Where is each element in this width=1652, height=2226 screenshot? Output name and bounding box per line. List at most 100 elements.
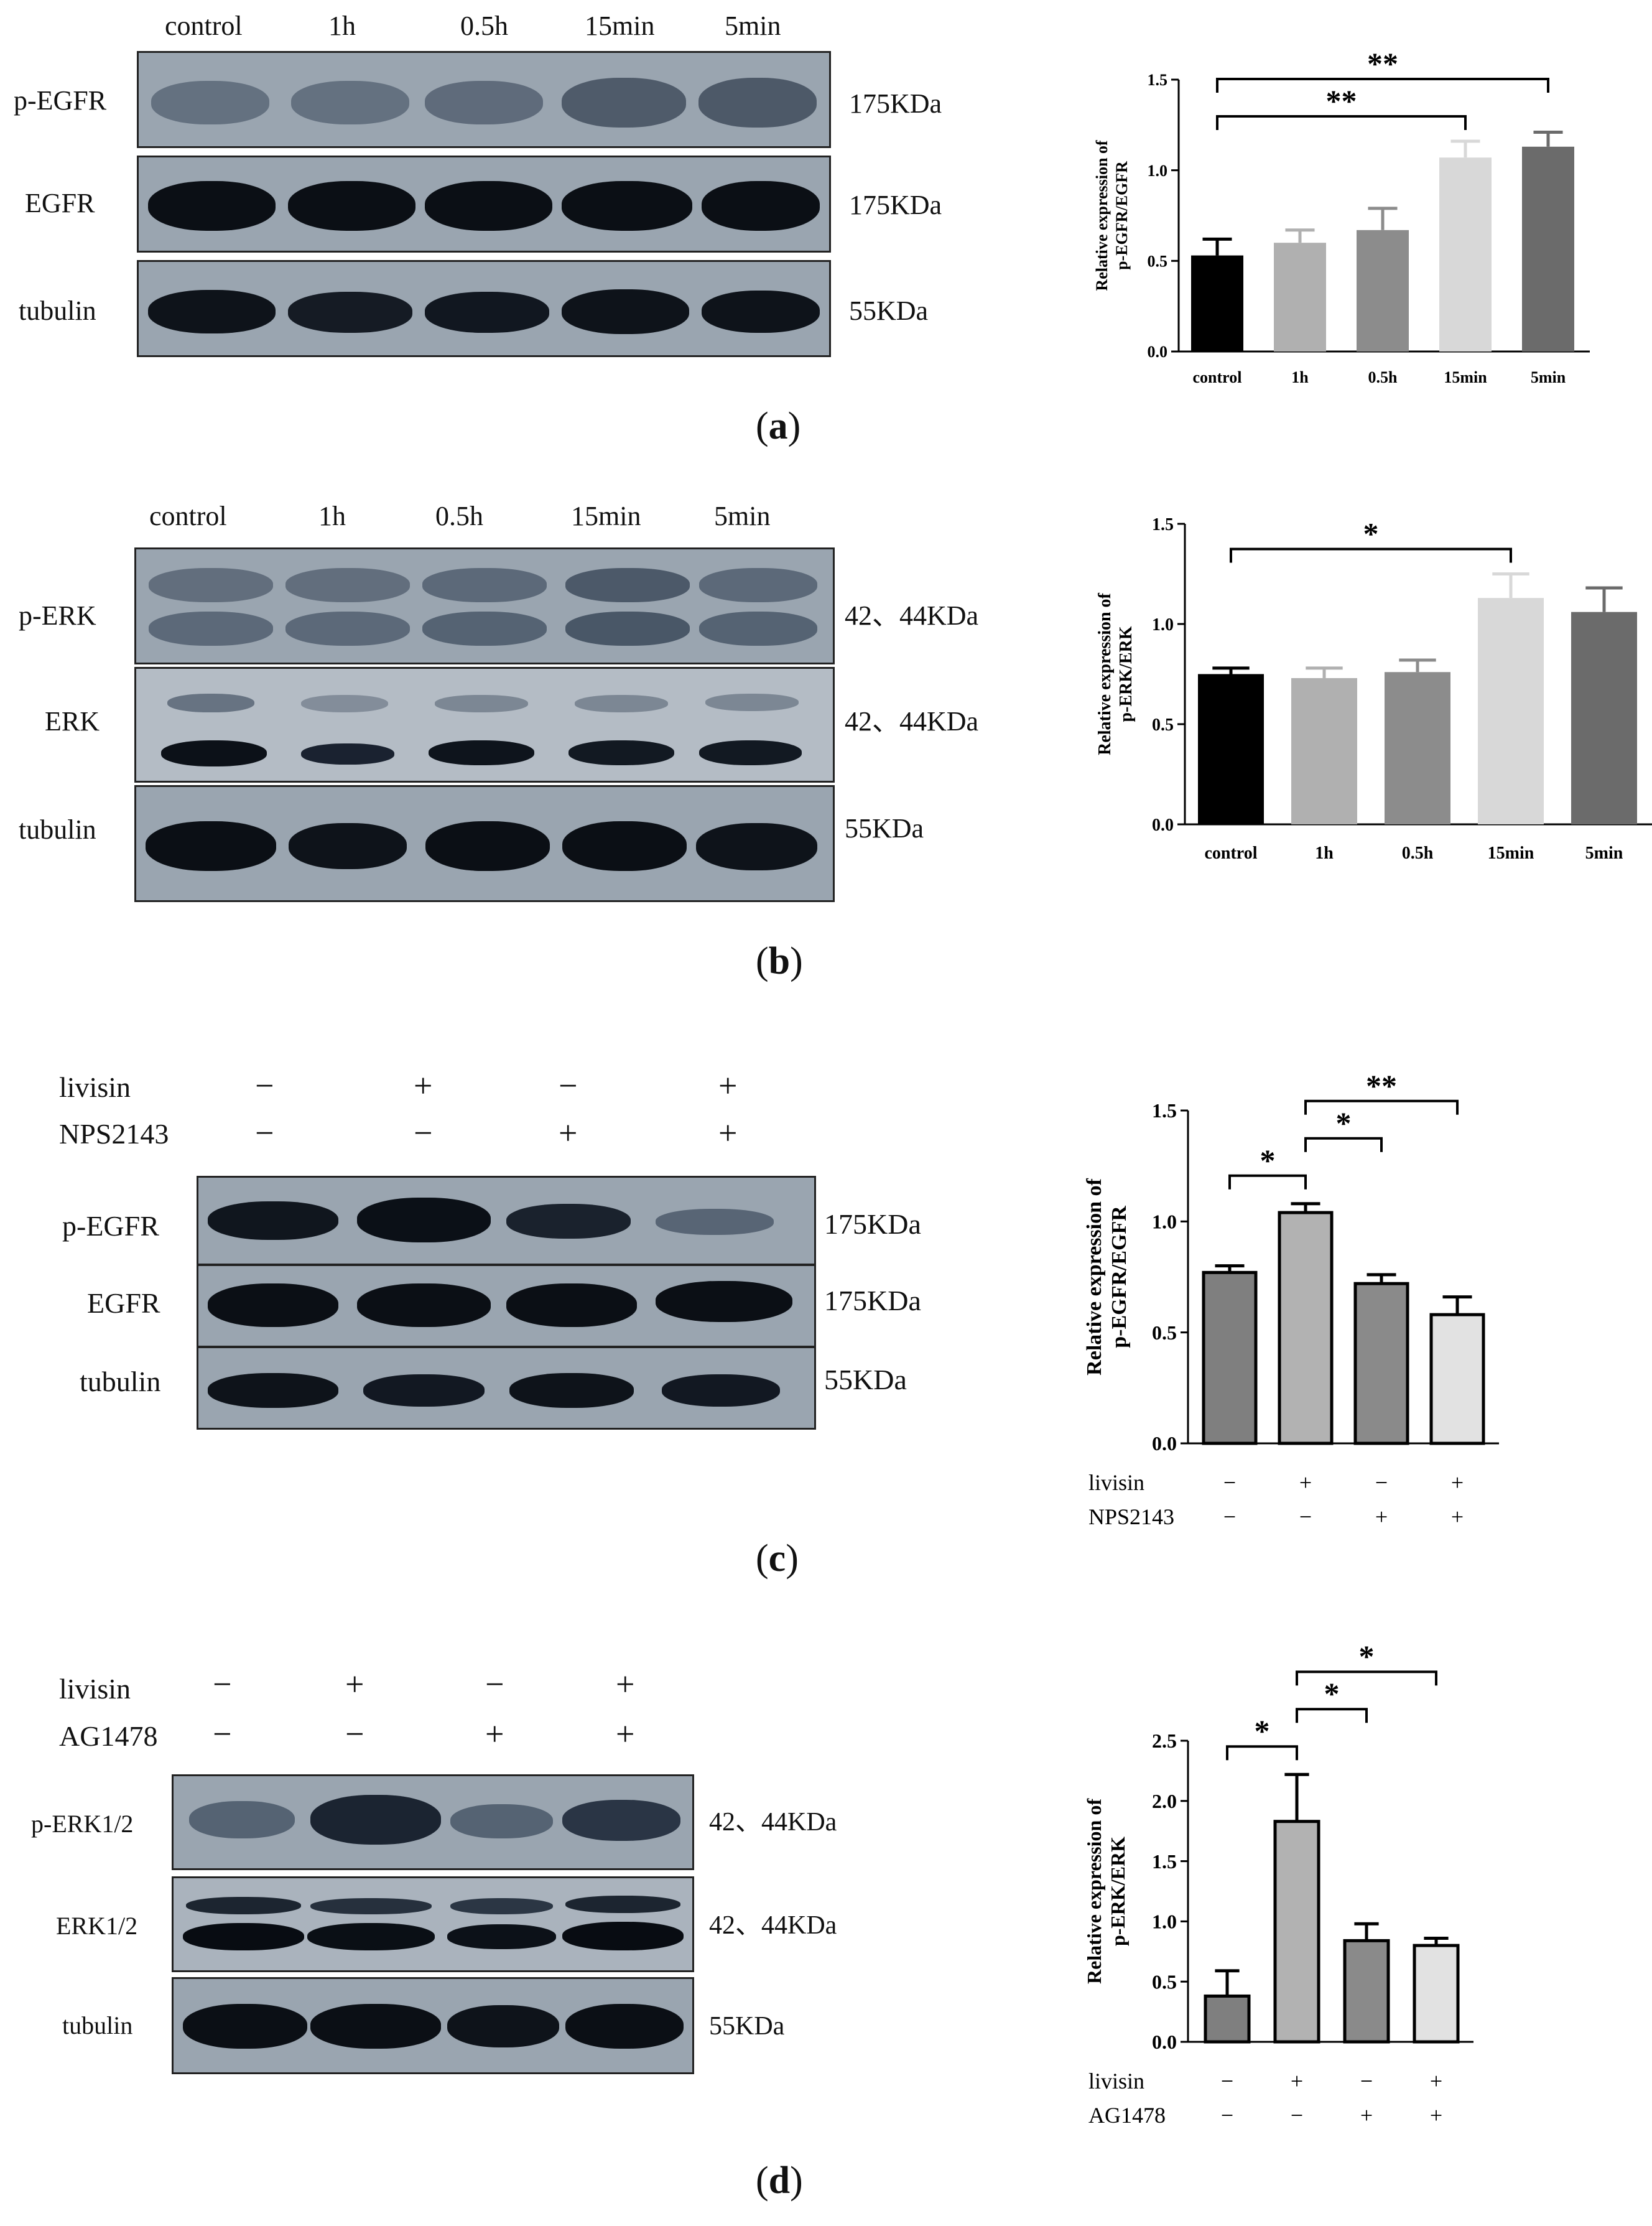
blot-egfr-c <box>197 1264 816 1348</box>
y-tick-label: 2.5 <box>1152 1730 1177 1752</box>
sign-livisin-lane2: + <box>345 1665 364 1703</box>
blot-p-erk-b <box>134 547 835 664</box>
treatment-sign: − <box>1223 1470 1236 1495</box>
size-label-p-erk-b: 42、44KDa <box>845 600 979 631</box>
sign-ag1478-lane1: − <box>213 1715 232 1753</box>
lane-label-0-5h: 0.5h <box>435 501 483 531</box>
y-axis-label: Relative expression of <box>1093 140 1111 291</box>
sign-nps2143-lane2: − <box>414 1114 433 1152</box>
treatment-sign: − <box>1291 2103 1303 2128</box>
y-tick-label: 0.5 <box>1152 1321 1177 1344</box>
size-label-tubulin-b: 55KDa <box>845 813 924 844</box>
bar <box>1191 255 1243 352</box>
bar <box>1291 678 1357 824</box>
lane-label-5min: 5min <box>725 11 781 41</box>
y-tick-label: 0.5 <box>1148 252 1168 270</box>
significance-bracket <box>1230 547 1512 563</box>
x-tick-label: 15min <box>1488 844 1534 863</box>
panel-letter-c: (c) <box>756 1537 799 1580</box>
row-label-p-erk12-d: p-ERK1/2 <box>31 1810 134 1838</box>
significance-label: * <box>1359 1639 1375 1674</box>
treatment-sign: + <box>1451 1504 1464 1529</box>
x-tick-label: 1h <box>1315 844 1334 863</box>
row-label-erk: ERK <box>45 706 100 737</box>
significance-label: ** <box>1326 83 1357 118</box>
treatment-name: AG1478 <box>1088 2103 1166 2128</box>
size-label-erk-b: 42、44KDa <box>845 706 979 737</box>
sign-livisin-lane3: − <box>559 1067 578 1104</box>
y-tick-label: 1.0 <box>1152 615 1174 635</box>
treatment-sign: + <box>1430 2103 1442 2128</box>
x-tick-label: 5min <box>1531 368 1566 386</box>
treatment-sign: + <box>1291 2069 1303 2093</box>
blot-p-egfr-c <box>197 1176 816 1265</box>
significance-bracket <box>1304 1099 1459 1115</box>
y-tick-label: 1.5 <box>1152 1099 1177 1122</box>
size-label-p-egfr-a: 175KDa <box>849 88 942 119</box>
size-label-tubulin-c: 55KDa <box>824 1364 907 1395</box>
y-axis-label: p-ERK/ERK <box>1107 1837 1129 1946</box>
sign-livisin-lane4: + <box>616 1665 635 1703</box>
x-tick-label: control <box>1193 368 1242 386</box>
size-label-tubulin-a: 55KDa <box>849 296 929 326</box>
y-tick-label: 1.5 <box>1152 515 1174 534</box>
treatment-sign: + <box>1360 2103 1373 2128</box>
blot-tubulin-c <box>197 1346 816 1430</box>
significance-label: * <box>1363 516 1379 551</box>
bar <box>1478 598 1544 824</box>
y-axis-label: Relative expression of <box>1083 1799 1105 1984</box>
y-tick-label: 1.0 <box>1148 162 1168 180</box>
y-tick-label: 1.5 <box>1148 71 1168 89</box>
sign-livisin-lane2: + <box>414 1067 433 1104</box>
sign-nps2143-lane4: + <box>718 1114 738 1152</box>
row-label-erk12-d: ERK1/2 <box>56 1912 138 1940</box>
bar <box>1343 1939 1390 2044</box>
row-label-egfr-c: EGFR <box>87 1287 160 1319</box>
x-tick-label: 1h <box>1291 368 1309 386</box>
significance-label: * <box>1324 1676 1340 1711</box>
y-axis-label: Relative expression of <box>1095 592 1115 755</box>
size-label-egfr-c: 175KDa <box>824 1285 921 1316</box>
bar <box>1571 612 1637 824</box>
sign-ag1478-lane4: + <box>616 1715 635 1753</box>
row-label-tubulin-d: tubulin <box>62 2011 133 2039</box>
treatment-label-livisin: livisin <box>59 1673 131 1705</box>
blot-p-erk12-d <box>172 1774 694 1870</box>
lane-label-1h: 1h <box>328 11 356 41</box>
y-tick-label: 0.5 <box>1152 1970 1177 1993</box>
size-label-tubulin-d: 55KDa <box>709 2012 785 2041</box>
significance-bracket <box>1226 1745 1298 1761</box>
y-tick-label: 1.0 <box>1152 1911 1177 1933</box>
size-label-erk12-d: 42、44KDa <box>709 1911 837 1940</box>
y-axis-label: p-EGFR/EGFR <box>1113 161 1131 270</box>
sign-ag1478-lane3: + <box>485 1715 504 1753</box>
bar <box>1353 1282 1409 1445</box>
panel-letter-b: (b) <box>756 940 803 982</box>
row-label-egfr: EGFR <box>25 188 95 218</box>
lane-label-15min: 15min <box>571 501 641 531</box>
lane-label-control: control <box>149 501 227 531</box>
treatment-name: livisin <box>1088 2069 1144 2093</box>
x-tick-label: 0.5h <box>1402 844 1434 863</box>
blot-erk12-d <box>172 1876 694 1972</box>
y-axis-label: p-ERK/ERK <box>1116 626 1136 722</box>
y-tick-label: 1.5 <box>1152 1850 1177 1873</box>
treatment-label-ag1478: AG1478 <box>59 1720 158 1752</box>
lane-label-0-5h: 0.5h <box>460 11 508 41</box>
significance-bracket <box>1216 115 1467 131</box>
treatment-label-nps2143: NPS2143 <box>59 1118 169 1150</box>
y-tick-label: 0.0 <box>1152 2031 1177 2053</box>
sign-livisin-lane1: − <box>213 1665 232 1703</box>
treatment-sign: − <box>1299 1504 1312 1529</box>
y-tick-label: 0.0 <box>1152 816 1174 835</box>
treatment-name: livisin <box>1088 1470 1144 1495</box>
blot-p-egfr-a <box>137 51 831 148</box>
lane-label-5min: 5min <box>714 501 771 531</box>
y-tick-label: 1.0 <box>1152 1211 1177 1233</box>
significance-label: ** <box>1366 1068 1397 1103</box>
chart-d: 0.0 0.5 1.0 1.5 2.0 2.5 Relative expression of… <box>1083 1639 1473 2128</box>
significance-label: ** <box>1367 46 1398 81</box>
bar <box>1202 1270 1258 1445</box>
significance-label: * <box>1260 1143 1276 1178</box>
